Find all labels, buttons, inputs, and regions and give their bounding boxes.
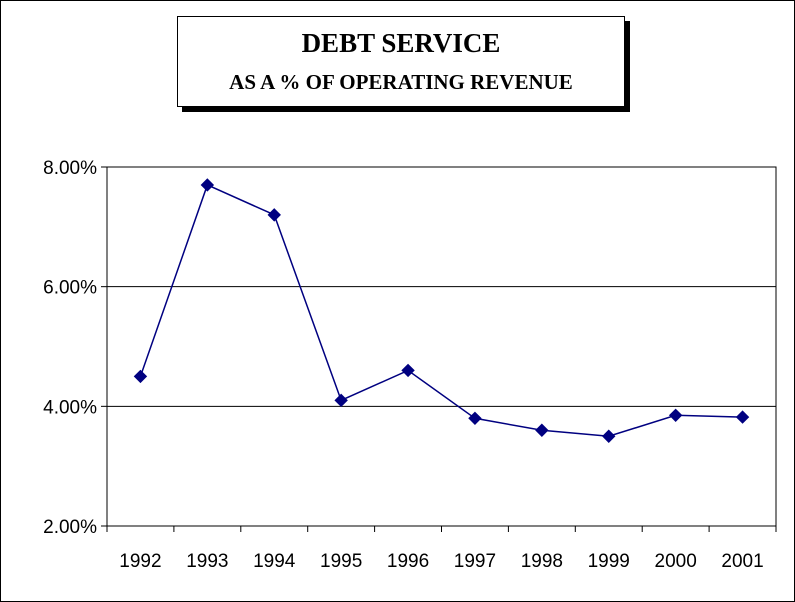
x-tick-label: 2001 <box>721 551 763 572</box>
x-tick-label: 1999 <box>588 551 630 572</box>
x-tick-label: 1993 <box>186 551 228 572</box>
y-tick-label: 2.00% <box>43 517 97 538</box>
chart-title-box: DEBT SERVICE AS A % OF OPERATING REVENUE <box>177 16 625 107</box>
data-point <box>133 369 148 384</box>
y-axis: 2.00% 4.00% 6.00% 8.00% <box>43 158 107 538</box>
chart-subtitle: AS A % OF OPERATING REVENUE <box>229 70 573 94</box>
data-point <box>735 410 750 424</box>
plot-area <box>106 166 777 527</box>
data-point <box>200 178 215 192</box>
x-tick-label: 2000 <box>655 551 697 572</box>
x-tick-label: 1998 <box>521 551 563 572</box>
data-point <box>334 393 348 408</box>
gridlines <box>107 166 776 527</box>
data-point <box>401 363 415 378</box>
x-tick-label: 1992 <box>119 551 161 572</box>
x-tick-label: 1995 <box>320 551 362 572</box>
y-tick-label: 4.00% <box>43 397 97 418</box>
data-point <box>668 408 683 423</box>
series-line-path <box>139 183 743 438</box>
x-tick-label: 1994 <box>253 551 296 572</box>
data-point <box>535 423 549 437</box>
y-tick-label: 8.00% <box>43 158 97 179</box>
x-tick-label: 1996 <box>387 551 429 572</box>
x-axis: 1992 1993 1994 1995 1996 1997 1998 1999 2000 2001 <box>106 526 777 572</box>
data-point <box>468 411 482 426</box>
x-tick-label: 1997 <box>454 551 496 572</box>
y-tick-label: 6.00% <box>43 278 97 299</box>
data-point <box>267 208 281 222</box>
series-line <box>133 178 750 443</box>
chart-title: DEBT SERVICE <box>301 28 501 58</box>
data-point <box>602 429 616 443</box>
